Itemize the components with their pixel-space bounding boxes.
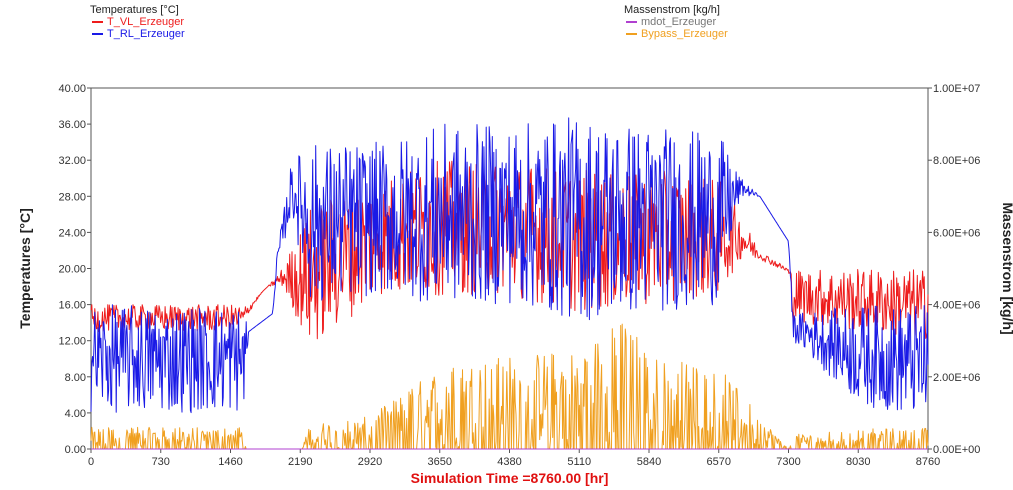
legend-item-mdot: mdot_Erzeuger: [624, 16, 728, 28]
x-tick-label: 6570: [707, 456, 731, 468]
x-tick-label: 8760: [916, 456, 940, 468]
y-tick-label: 40.00: [58, 83, 86, 95]
legend-massenstrom: Massenstrom [kg/h] mdot_Erzeuger Bypass_…: [624, 4, 728, 40]
x-tick-label: 1460: [218, 456, 242, 468]
x-tick-label: 7300: [776, 456, 800, 468]
legend-item-t-vl: T_VL_Erzeuger: [90, 16, 185, 28]
legend-swatch-t-rl: [92, 33, 103, 35]
legend-temperatures-title: Temperatures [°C]: [90, 4, 179, 16]
y-tick-label: 16.00: [58, 300, 86, 312]
y-tick-label: 36.00: [58, 119, 86, 131]
legend-swatch-mdot: [626, 21, 637, 23]
y-tick-label: 8.00: [65, 372, 86, 384]
x-tick-label: 4380: [497, 456, 521, 468]
legend-item-bypass: Bypass_Erzeuger: [624, 28, 728, 40]
x-tick-label: 2190: [288, 456, 312, 468]
y-tick-label: 28.00: [58, 191, 86, 203]
x-tick-label: 730: [152, 456, 170, 468]
x-tick-label: 3650: [428, 456, 452, 468]
y-tick-label: 20.00: [58, 264, 86, 276]
y2-tick-label: 2.00E+06: [933, 372, 980, 384]
y2-tick-label: 1.00E+07: [933, 83, 980, 95]
y-tick-label: 24.00: [58, 227, 86, 239]
y-tick-label: 12.00: [58, 336, 86, 348]
y2-tick-label: 6.00E+06: [933, 227, 980, 239]
legend-label-mdot: mdot_Erzeuger: [641, 16, 717, 28]
x-tick-label: 2920: [358, 456, 382, 468]
legend-label-t-rl: T_RL_Erzeuger: [107, 28, 185, 40]
legend-label-t-vl: T_VL_Erzeuger: [107, 16, 185, 28]
y-tick-label: 0.00: [65, 444, 86, 456]
legend-item-t-rl: T_RL_Erzeuger: [90, 28, 185, 40]
legend-swatch-t-vl: [92, 21, 103, 23]
legend-massenstrom-title: Massenstrom [kg/h]: [624, 4, 720, 16]
legend-label-bypass: Bypass_Erzeuger: [641, 28, 728, 40]
y2-tick-label: 4.00E+06: [933, 300, 980, 312]
legend-swatch-bypass: [626, 33, 637, 35]
y2-tick-label: 0.00E+00: [933, 444, 980, 456]
x-tick-label: 0: [88, 456, 94, 468]
y2-tick-label: 8.00E+06: [933, 155, 980, 167]
y-tick-label: 4.00: [65, 408, 86, 420]
series-line-t-rl-erzeuger: [90, 117, 929, 414]
x-tick-label: 5110: [567, 456, 591, 468]
x-tick-label: 8030: [846, 456, 870, 468]
y-tick-label: 32.00: [58, 155, 86, 167]
y-axis-label: Temperatures [°C]: [17, 208, 33, 328]
y2-axis-label: Massenstrom [kg/h]: [1000, 202, 1013, 334]
legend-temperatures: Temperatures [°C] T_VL_Erzeuger T_RL_Erz…: [90, 4, 185, 40]
x-tick-label: 5840: [637, 456, 661, 468]
x-axis-label: Simulation Time =8760.00 [hr]: [411, 470, 609, 486]
